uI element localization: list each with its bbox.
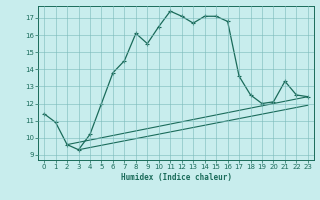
X-axis label: Humidex (Indice chaleur): Humidex (Indice chaleur) — [121, 173, 231, 182]
